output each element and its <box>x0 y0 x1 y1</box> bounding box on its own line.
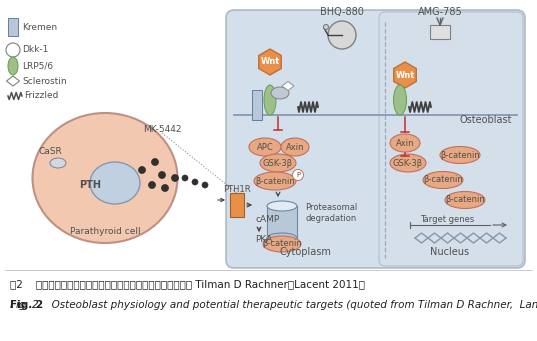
Circle shape <box>149 181 156 189</box>
Circle shape <box>323 25 329 30</box>
Ellipse shape <box>271 87 289 99</box>
Text: Kremen: Kremen <box>22 23 57 31</box>
Text: AMG-785: AMG-785 <box>418 7 462 17</box>
Text: β-catenin: β-catenin <box>440 150 480 160</box>
Text: 图2    表示成骨细胞的生理作用机制和潜在的治疗靶点（转引自 Tilman D Rachner，Lacent 2011）: 图2 表示成骨细胞的生理作用机制和潜在的治疗靶点（转引自 Tilman D Ra… <box>10 279 365 289</box>
Text: Cytoplasm: Cytoplasm <box>279 247 331 257</box>
Text: β-catenin: β-catenin <box>255 177 295 186</box>
Polygon shape <box>6 76 19 86</box>
Ellipse shape <box>281 138 309 156</box>
Ellipse shape <box>264 85 276 115</box>
Text: Fig. 2    Osteoblast physiology and potential therapeutic targets (quoted from T: Fig. 2 Osteoblast physiology and potenti… <box>10 300 537 310</box>
Ellipse shape <box>394 85 407 115</box>
Bar <box>252 90 262 120</box>
Ellipse shape <box>90 162 140 204</box>
Circle shape <box>151 159 158 165</box>
Text: P: P <box>296 172 300 178</box>
Ellipse shape <box>33 113 178 243</box>
Text: PTH1R: PTH1R <box>223 186 251 194</box>
Text: Osteoblast: Osteoblast <box>460 115 512 125</box>
Ellipse shape <box>263 236 301 252</box>
FancyBboxPatch shape <box>379 12 523 266</box>
Text: Wnt: Wnt <box>260 58 280 66</box>
Text: Fig. 2: Fig. 2 <box>10 300 43 310</box>
Bar <box>8 18 18 36</box>
Bar <box>430 25 450 39</box>
Ellipse shape <box>8 57 18 75</box>
Text: Dkk-1: Dkk-1 <box>22 45 48 55</box>
Ellipse shape <box>254 172 296 190</box>
Text: Axin: Axin <box>396 138 414 148</box>
Text: PTH: PTH <box>79 180 101 190</box>
Text: Frizzled: Frizzled <box>24 91 59 101</box>
Ellipse shape <box>267 201 297 211</box>
Circle shape <box>158 172 165 178</box>
Ellipse shape <box>390 134 420 152</box>
Text: Axin: Axin <box>286 143 304 151</box>
FancyBboxPatch shape <box>226 10 525 268</box>
Text: MK-5442: MK-5442 <box>143 125 182 134</box>
Circle shape <box>293 169 303 180</box>
Text: Sclerostin: Sclerostin <box>22 76 67 86</box>
Circle shape <box>192 179 198 185</box>
Ellipse shape <box>445 192 485 208</box>
Text: β-catenin: β-catenin <box>262 239 302 249</box>
Text: β-catenin: β-catenin <box>423 176 463 184</box>
Ellipse shape <box>390 154 426 172</box>
Text: LRP5/6: LRP5/6 <box>22 61 53 71</box>
Text: Proteasomal
degradation: Proteasomal degradation <box>305 203 357 223</box>
Bar <box>230 193 244 217</box>
Ellipse shape <box>267 233 297 243</box>
Circle shape <box>171 175 178 181</box>
Text: BHQ-880: BHQ-880 <box>320 7 364 17</box>
Text: cAMP: cAMP <box>255 216 279 224</box>
Ellipse shape <box>440 147 480 163</box>
Ellipse shape <box>249 138 281 156</box>
Polygon shape <box>394 62 416 88</box>
Bar <box>267 206 297 238</box>
Text: GSK-3β: GSK-3β <box>393 159 423 167</box>
Circle shape <box>6 43 20 57</box>
Circle shape <box>182 175 188 181</box>
Text: Target genes: Target genes <box>420 216 474 224</box>
Circle shape <box>202 182 208 188</box>
Text: Nucleus: Nucleus <box>431 247 469 257</box>
Ellipse shape <box>260 154 296 172</box>
Text: β-catenin: β-catenin <box>445 195 485 205</box>
Circle shape <box>139 166 146 174</box>
Text: Wnt: Wnt <box>395 71 415 79</box>
Ellipse shape <box>50 158 66 168</box>
Text: Parathyroid cell: Parathyroid cell <box>70 227 140 237</box>
Circle shape <box>162 184 169 192</box>
Polygon shape <box>259 49 281 75</box>
Polygon shape <box>282 81 294 90</box>
Text: CaSR: CaSR <box>38 148 62 157</box>
Text: PKA: PKA <box>255 236 272 244</box>
Circle shape <box>328 21 356 49</box>
Ellipse shape <box>423 172 463 189</box>
Text: GSK-3β: GSK-3β <box>263 159 293 167</box>
Text: APC: APC <box>257 143 273 151</box>
